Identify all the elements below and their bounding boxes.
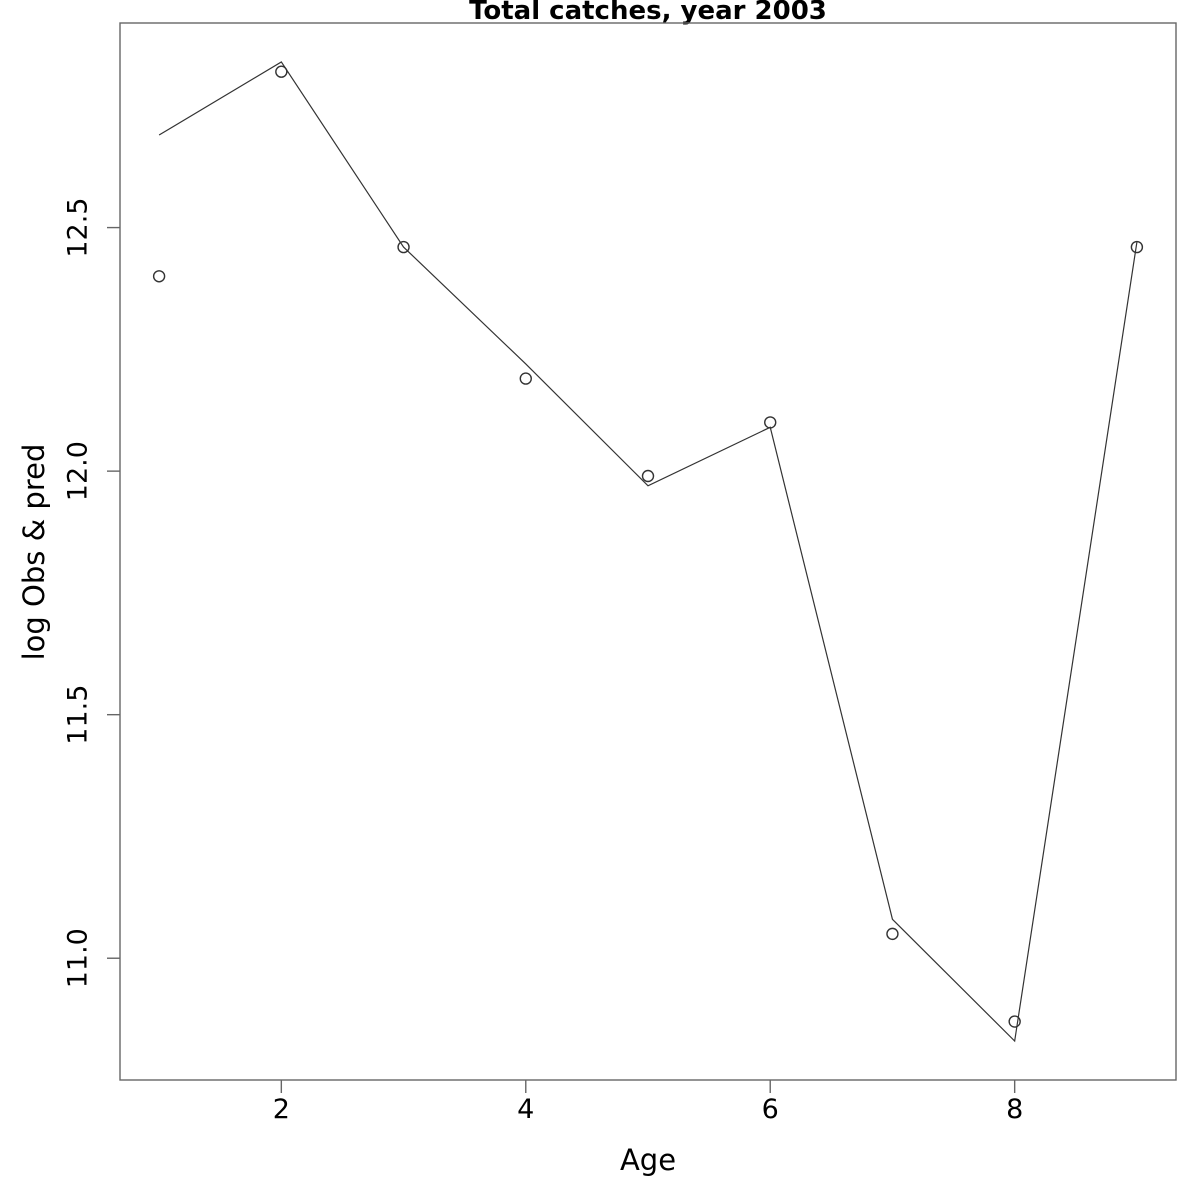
observed-point <box>1130 240 1144 254</box>
plot-border <box>119 22 1177 1081</box>
x-tick-label: 4 <box>517 1094 534 1125</box>
x-tick-label: 6 <box>762 1094 779 1125</box>
predicted-line <box>158 61 1138 1043</box>
observed-point <box>519 372 532 385</box>
observed-point <box>764 416 777 429</box>
observed-point <box>152 270 166 283</box>
observed-point <box>275 65 288 78</box>
x-tick-label: 8 <box>1006 1094 1023 1125</box>
x-tick-label: 2 <box>273 1094 290 1125</box>
observed-point <box>641 469 655 483</box>
y-tick-label: 12.5 <box>63 198 94 258</box>
observed-point <box>1008 1015 1021 1028</box>
y-tick-label: 11.5 <box>63 685 94 745</box>
x-axis-label: Age <box>619 1143 677 1177</box>
observed-point <box>397 240 410 254</box>
y-tick-label: 11.0 <box>63 928 94 988</box>
chart-title: Total catches, year 2003 <box>469 0 827 26</box>
observed-point <box>886 927 899 941</box>
y-tick-label: 12.0 <box>63 441 94 501</box>
